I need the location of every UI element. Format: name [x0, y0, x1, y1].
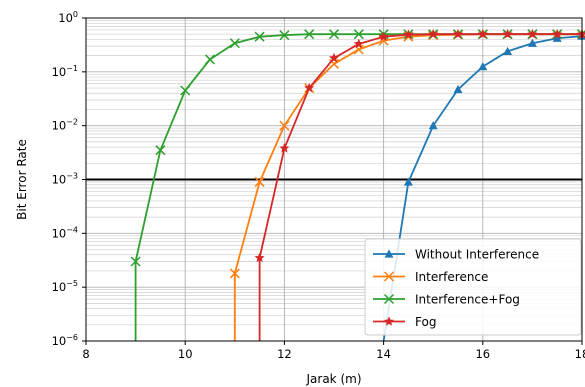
data-point	[428, 121, 438, 130]
data-point	[279, 120, 290, 131]
data-point	[328, 52, 340, 63]
data-point	[527, 38, 537, 47]
data-point	[180, 85, 191, 96]
legend: Without Interference Interference Interfer…	[364, 238, 582, 336]
x-tick-label: 16	[475, 347, 490, 361]
legend-item-3: Fog	[373, 315, 436, 329]
data-point	[576, 28, 585, 39]
y-tick-label: 10−5	[52, 279, 78, 294]
series-0	[382, 31, 585, 342]
y-axis-ticks: 100 10−1 10−2 10−3 10−4 10−5 10−6	[52, 10, 86, 348]
data-point	[384, 249, 394, 258]
legend-item-2: Interference+Fog	[373, 293, 520, 307]
series-3	[254, 28, 585, 341]
x-tick-label: 12	[277, 347, 292, 361]
data-point	[353, 29, 364, 40]
data-point	[527, 28, 538, 39]
legend-label: Without Interference	[415, 248, 539, 262]
x-axis-ticks: 8 10 12 14 16 18	[82, 341, 585, 361]
data-point	[279, 142, 290, 153]
legend-item-1: Interference	[373, 270, 488, 284]
data-point	[502, 28, 513, 39]
data-point	[383, 293, 395, 305]
y-tick-label: 10−4	[52, 225, 78, 240]
data-point	[503, 46, 513, 55]
data-point	[130, 256, 141, 267]
x-tick-label: 8	[82, 347, 89, 361]
data-point	[254, 176, 265, 187]
data-point	[552, 28, 563, 39]
data-point	[254, 252, 265, 263]
y-tick-label: 10−3	[52, 172, 78, 187]
legend-label: Interference	[415, 270, 488, 284]
data-point	[453, 84, 463, 94]
data-point	[477, 28, 488, 39]
x-axis-label: Jarak (m)	[306, 372, 362, 386]
data-point	[428, 28, 439, 39]
data-point	[383, 271, 395, 282]
data-point	[552, 33, 562, 42]
legend-box	[364, 238, 582, 336]
data-point	[403, 177, 413, 186]
legend-item-0: Without Interference	[373, 248, 539, 262]
x-tick-label: 18	[575, 347, 585, 361]
y-tick-label: 10−2	[52, 118, 78, 133]
legend-label: Fog	[415, 315, 436, 329]
data-point	[229, 38, 240, 49]
y-axis-label: Bit Error Rate	[15, 139, 29, 220]
y-tick-label: 100	[58, 10, 78, 25]
data-point	[304, 29, 315, 40]
data-point	[478, 62, 488, 71]
data-point	[304, 82, 315, 93]
data-point	[279, 30, 290, 41]
data-point	[254, 31, 265, 42]
data-point	[383, 316, 395, 326]
legend-label: Interference+Fog	[415, 293, 520, 307]
data-point	[204, 54, 216, 65]
data-point	[353, 38, 364, 49]
x-tick-label: 14	[376, 347, 391, 361]
data-point	[403, 29, 414, 39]
data-point	[328, 29, 340, 40]
data-point	[452, 28, 464, 39]
data-point	[229, 268, 240, 279]
y-tick-label: 10−1	[52, 64, 78, 79]
data-point	[378, 31, 389, 41]
x-tick-label: 10	[178, 347, 193, 361]
y-tick-label: 10−6	[52, 333, 78, 348]
data-point	[155, 145, 166, 156]
